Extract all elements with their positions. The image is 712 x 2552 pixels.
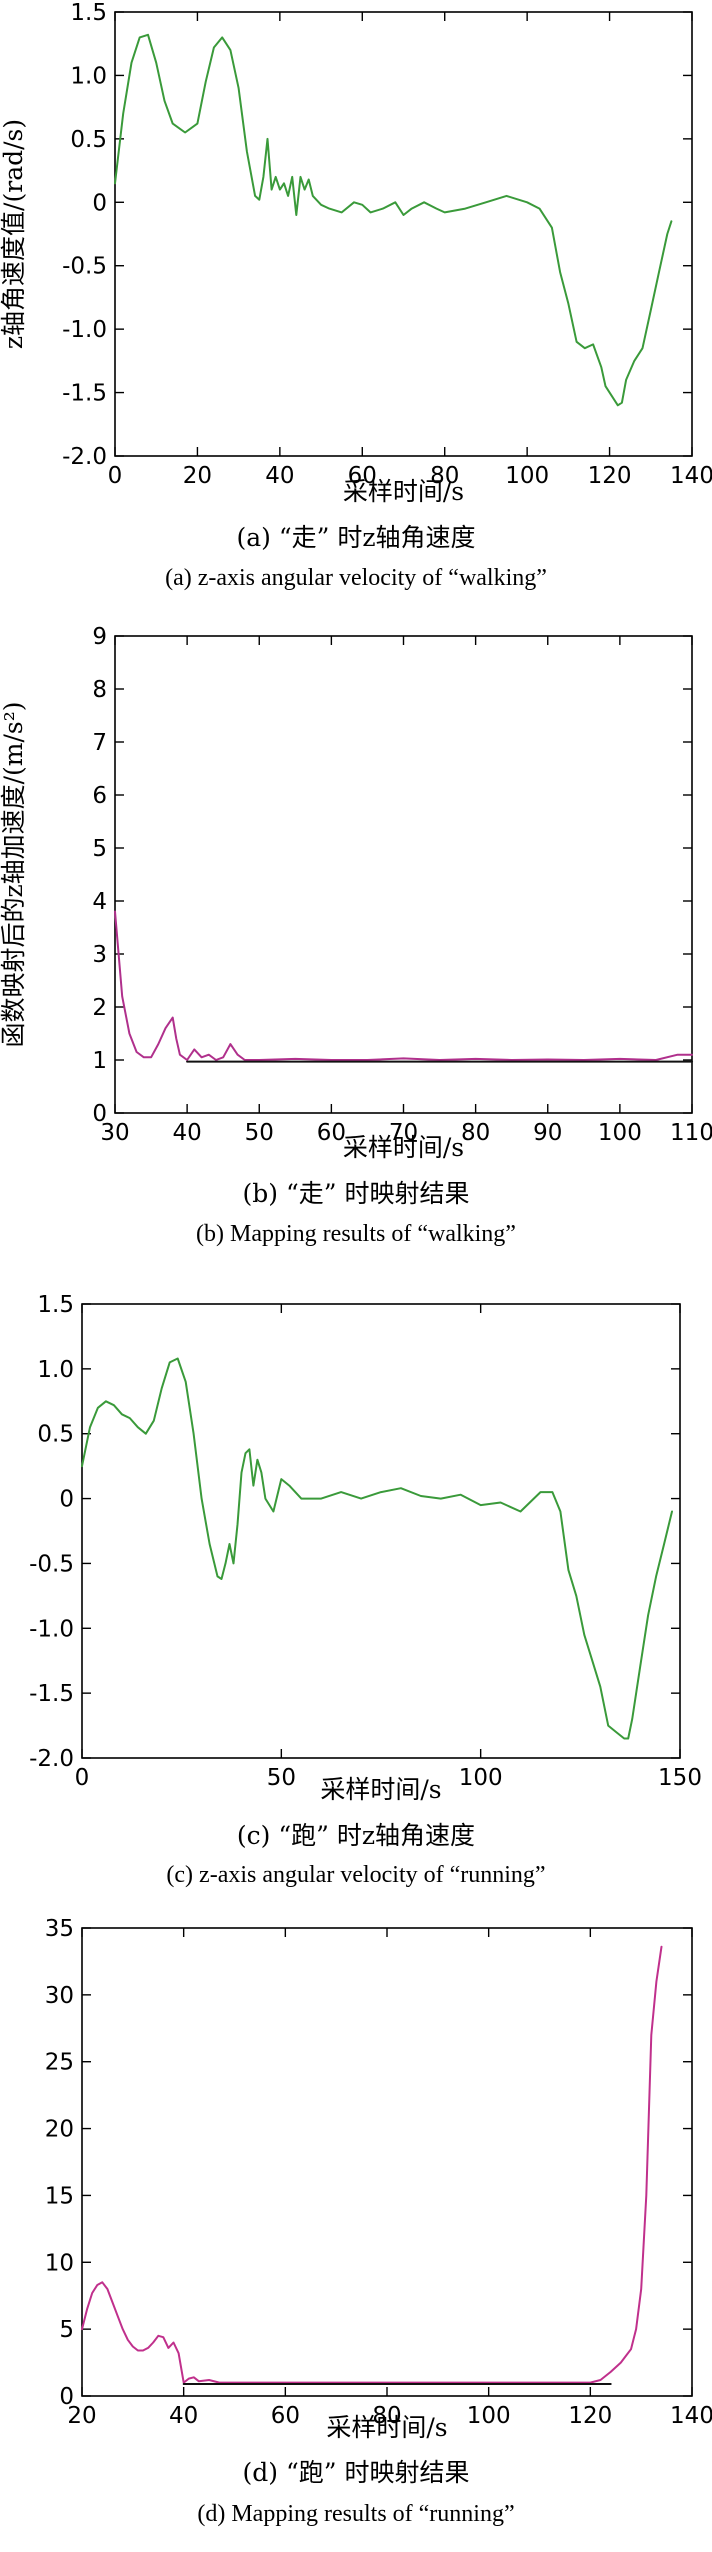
- x-tick-label: 60: [271, 2403, 300, 2429]
- y-tick-label: 25: [45, 2050, 74, 2076]
- y-tick-label: 4: [92, 889, 107, 915]
- caption-en: (a) z-axis angular velocity of “walking”: [165, 565, 547, 591]
- x-tick-label: 100: [459, 1765, 503, 1791]
- x-tick-label: 0: [75, 1765, 90, 1791]
- x-tick-label: 120: [568, 2403, 612, 2429]
- series-line-0: [81, 1357, 673, 1740]
- y-tick-label: -1.0: [29, 1616, 74, 1642]
- x-tick-label: 100: [467, 2403, 511, 2429]
- x-tick-label: 80: [430, 463, 459, 489]
- caption-zh: (b) “走” 时映射结果: [243, 1179, 470, 1208]
- y-tick-label: 7: [92, 730, 107, 756]
- caption-en: (d) Mapping results of “running”: [197, 2501, 514, 2527]
- caption-en: (c) z-axis angular velocity of “running”: [166, 1862, 545, 1888]
- y-tick-label: -0.5: [62, 254, 107, 280]
- y-tick-label: -2.0: [29, 1746, 74, 1772]
- y-tick-label: -1.5: [62, 381, 107, 407]
- caption-en: (b) Mapping results of “walking”: [196, 1221, 516, 1247]
- x-tick-label: 80: [461, 1120, 490, 1146]
- caption-zh: (a) “走” 时z轴角速度: [236, 523, 475, 552]
- y-tick-label: 0: [59, 1487, 74, 1513]
- chart-panel-d: 20 40 60 80 100 120 140 0 5 10 15 20 25 30 35 采样时间/s (d)…: [45, 1916, 712, 2527]
- chart-panel-a: 0 20 40 60 80 100 120 140 -2.0 -1.5 -1.0 -0.5 0 0.5 1.…: [0, 0, 712, 591]
- y-axis-label: z轴角速度值/(rad/s): [0, 119, 28, 349]
- plot-frame: [81, 1303, 681, 1759]
- x-tick-label: 40: [169, 2403, 198, 2429]
- x-tick-label: 150: [658, 1765, 702, 1791]
- series-line-0: [114, 33, 673, 407]
- plot-frame: [114, 635, 693, 1114]
- series-line-0: [114, 910, 693, 1061]
- x-axis-label: 采样时间/s: [343, 477, 464, 506]
- x-tick-label: 30: [100, 1120, 129, 1146]
- caption-zh: (c) “跑” 时z轴角速度: [237, 1821, 475, 1850]
- x-axis-label: 采样时间/s: [343, 1133, 464, 1162]
- x-tick-label: 60: [348, 463, 377, 489]
- y-tick-label: 0: [92, 190, 107, 216]
- x-axis-label: 采样时间/s: [326, 2413, 447, 2442]
- x-tick-label: 140: [670, 463, 712, 489]
- y-axis-label: 函数映射后的z轴加速度/(m/s²): [0, 701, 28, 1047]
- x-tick-label: 140: [670, 2403, 712, 2429]
- x-tick-label: 120: [588, 463, 632, 489]
- x-tick-label: 50: [245, 1120, 274, 1146]
- series-line-0: [81, 1945, 663, 2384]
- y-tick-label: -2.0: [62, 444, 107, 470]
- y-tick-label: 0.5: [70, 127, 107, 153]
- y-tick-label: 5: [59, 2317, 74, 2343]
- x-tick-label: 50: [267, 1765, 296, 1791]
- y-tick-label: 15: [45, 2183, 74, 2209]
- y-tick-label: 35: [45, 1916, 74, 1942]
- y-tick-label: 10: [45, 2250, 74, 2276]
- y-tick-label: -1.5: [29, 1681, 74, 1707]
- x-tick-label: 0: [108, 463, 123, 489]
- y-tick-label: 6: [92, 783, 107, 809]
- x-tick-label: 40: [172, 1120, 201, 1146]
- chart-panel-c: 0 50 100 150 -2.0 -1.5 -1.0 -0.5 0 0.5 1.0 1.5 采样时间/…: [29, 1292, 702, 1888]
- y-tick-label: 0: [59, 2384, 74, 2410]
- y-tick-label: 0: [92, 1101, 107, 1127]
- x-tick-label: 20: [183, 463, 212, 489]
- y-tick-label: -1.0: [62, 317, 107, 343]
- y-tick-label: 1.0: [37, 1357, 74, 1383]
- caption-zh: (d) “跑” 时映射结果: [243, 2458, 470, 2487]
- x-tick-label: 80: [372, 2403, 401, 2429]
- x-axis-label: 采样时间/s: [320, 1775, 441, 1804]
- x-tick-label: 90: [533, 1120, 562, 1146]
- plot-frame: [81, 1927, 693, 2397]
- x-tick-label: 110: [670, 1120, 712, 1146]
- y-tick-label: 30: [45, 1983, 74, 2009]
- y-tick-label: -0.5: [29, 1551, 74, 1577]
- y-tick-label: 2: [92, 995, 107, 1021]
- chart-panel-b: 30 40 50 60 70 80 90 100 110 0 1 2 3 4 5 6 7 8 9 采样时间/s 函数映射…: [0, 624, 712, 1247]
- y-tick-label: 8: [92, 677, 107, 703]
- y-tick-label: 0.5: [37, 1422, 74, 1448]
- y-tick-label: 1.5: [70, 0, 107, 26]
- y-tick-label: 5: [92, 836, 107, 862]
- x-tick-label: 60: [317, 1120, 346, 1146]
- plot-frame: [114, 11, 693, 457]
- x-tick-label: 100: [505, 463, 549, 489]
- y-tick-label: 1: [92, 1048, 107, 1074]
- x-tick-label: 100: [598, 1120, 642, 1146]
- y-tick-label: 20: [45, 2117, 74, 2143]
- x-tick-label: 70: [389, 1120, 418, 1146]
- y-tick-label: 9: [92, 624, 107, 650]
- x-tick-label: 20: [67, 2403, 96, 2429]
- y-tick-label: 1.0: [70, 63, 107, 89]
- x-tick-label: 40: [265, 463, 294, 489]
- y-tick-label: 1.5: [37, 1292, 74, 1318]
- y-tick-label: 3: [92, 942, 107, 968]
